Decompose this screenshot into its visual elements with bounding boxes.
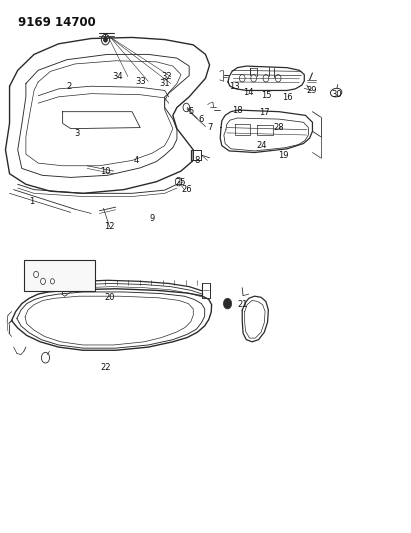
Text: 8: 8 <box>195 156 200 165</box>
Text: 20: 20 <box>104 293 115 302</box>
Text: 14: 14 <box>243 88 254 97</box>
Text: 10: 10 <box>100 166 111 175</box>
Text: 15: 15 <box>261 91 272 100</box>
Text: 32: 32 <box>162 72 172 81</box>
Text: 25: 25 <box>176 178 186 187</box>
Text: 9169 14700: 9169 14700 <box>18 16 95 29</box>
Text: 9: 9 <box>150 214 155 223</box>
Circle shape <box>224 298 232 309</box>
Text: 17: 17 <box>259 108 270 117</box>
Text: 23: 23 <box>74 274 85 284</box>
Text: 31: 31 <box>159 79 170 88</box>
FancyBboxPatch shape <box>24 260 95 292</box>
Text: 19: 19 <box>278 151 288 160</box>
Text: 12: 12 <box>104 222 115 231</box>
Text: 7: 7 <box>207 123 212 132</box>
Text: 16: 16 <box>282 93 293 102</box>
Text: 33: 33 <box>135 77 145 86</box>
Text: 4: 4 <box>134 156 139 165</box>
Text: 21: 21 <box>237 300 247 309</box>
Text: 34: 34 <box>113 72 123 81</box>
Text: 11: 11 <box>35 272 46 281</box>
Text: 1: 1 <box>29 197 35 206</box>
Text: 5: 5 <box>189 107 194 116</box>
Text: 24: 24 <box>256 141 267 150</box>
Text: 3: 3 <box>74 130 80 139</box>
Text: 30: 30 <box>331 90 342 99</box>
Text: 29: 29 <box>306 86 317 95</box>
Circle shape <box>104 37 108 42</box>
Text: 26: 26 <box>182 185 192 194</box>
Text: 6: 6 <box>199 115 204 124</box>
Text: 27: 27 <box>31 266 42 275</box>
Text: 28: 28 <box>274 123 284 132</box>
Text: 18: 18 <box>232 106 242 115</box>
Text: 22: 22 <box>100 363 111 372</box>
Text: 13: 13 <box>229 82 239 91</box>
Text: 2: 2 <box>66 82 72 91</box>
